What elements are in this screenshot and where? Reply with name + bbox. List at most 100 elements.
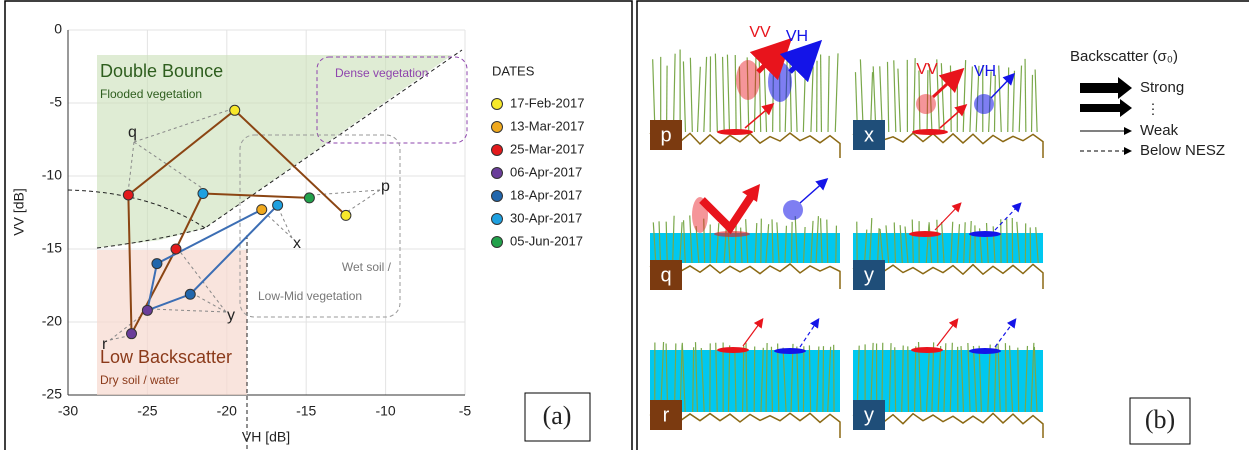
dense-vegetation-box	[316, 56, 468, 144]
data-point	[184, 288, 196, 300]
grass	[746, 57, 750, 133]
data-point	[256, 204, 268, 216]
legend-label: 06-Apr-2017	[510, 164, 582, 179]
grass	[967, 342, 971, 413]
ground	[649, 263, 841, 289]
grass	[886, 61, 890, 133]
grass	[771, 219, 774, 264]
panel-letter: y	[864, 404, 874, 426]
vv-label: VV	[749, 24, 771, 41]
scatter-arrow	[939, 104, 968, 129]
water	[853, 233, 1043, 263]
grass	[770, 346, 773, 413]
legend-marker	[491, 98, 503, 110]
grass	[949, 342, 953, 413]
grass	[794, 62, 798, 133]
panel-label-box	[1129, 397, 1191, 445]
grass	[682, 220, 686, 264]
grass	[913, 58, 916, 133]
scatter-arrow	[744, 103, 775, 129]
ground-ellipse	[717, 347, 749, 353]
grass	[1008, 345, 1014, 413]
panel-letter-box	[650, 400, 682, 430]
grass	[692, 347, 695, 413]
grass	[894, 347, 897, 413]
legend-label: Below NESZ	[1140, 142, 1225, 159]
grass	[754, 223, 758, 264]
grass	[928, 222, 933, 264]
grass	[1034, 69, 1038, 133]
double-bounce-arrowhead	[742, 184, 760, 202]
panel-letter: q	[660, 264, 671, 286]
grass	[815, 216, 820, 264]
x-axis-label: VH [dB]	[242, 429, 290, 445]
panel-label: (a)	[543, 401, 572, 430]
grass	[726, 54, 731, 133]
scatter-arrow	[742, 318, 764, 347]
grass	[879, 228, 884, 264]
grass	[714, 53, 718, 133]
panel-letter: r	[663, 404, 670, 426]
grass	[893, 222, 897, 264]
scatter-arrow	[994, 202, 1022, 231]
legend-label: 25-Mar-2017	[510, 141, 584, 156]
vh-ellipse	[768, 62, 792, 102]
grass	[885, 225, 890, 264]
grass	[700, 347, 705, 413]
grass	[822, 346, 825, 413]
grass	[665, 221, 668, 264]
grass	[940, 63, 945, 133]
grass	[1035, 227, 1039, 264]
grass	[1012, 70, 1016, 133]
legend-label: 05-Jun-2017	[510, 233, 583, 248]
grass	[1024, 345, 1029, 413]
grass	[968, 220, 972, 264]
region-sublabel: Flooded vegetation	[100, 87, 202, 101]
grass	[672, 215, 675, 264]
grass	[1007, 67, 1010, 133]
grass	[819, 218, 823, 264]
legend-label: Weak	[1140, 122, 1179, 139]
x-tick-label: -20	[217, 403, 237, 419]
annotation: q	[128, 124, 137, 141]
grass	[950, 221, 954, 264]
data-point	[141, 304, 153, 316]
grass	[899, 225, 903, 264]
region-label: Double Bounce	[100, 61, 223, 81]
grass	[819, 54, 823, 133]
grass	[937, 345, 942, 413]
annotation-leader	[109, 107, 381, 341]
grass	[1030, 342, 1035, 413]
grass	[782, 347, 787, 413]
region-label: Low-Mid vegetation	[258, 289, 362, 303]
grass	[969, 66, 973, 133]
legend-title: Backscatter (σ₀)	[1070, 48, 1178, 65]
panel-letter-box	[853, 120, 885, 150]
grass	[681, 342, 686, 413]
legend-label: 18-Apr-2017	[510, 187, 582, 202]
ground-ellipse	[969, 231, 1001, 237]
grass	[917, 342, 922, 413]
grass	[911, 219, 914, 264]
data-point	[126, 328, 138, 340]
x-tick-label: -10	[375, 403, 395, 419]
region-label: Wet soil /	[342, 260, 392, 274]
grass	[993, 345, 997, 413]
grass	[913, 346, 917, 413]
grass	[689, 57, 693, 133]
grass	[997, 343, 1001, 413]
x-tick-label: -15	[296, 403, 316, 419]
legend-marker	[491, 167, 503, 179]
scatter-arrow	[799, 178, 829, 204]
ground-ellipse	[969, 348, 1001, 354]
vv-ellipse	[736, 60, 760, 100]
grass	[943, 343, 947, 413]
scatter-arrow	[934, 202, 962, 231]
grass	[1024, 58, 1027, 133]
grass	[794, 216, 798, 264]
grass	[745, 342, 748, 413]
scatter-arrow	[799, 318, 820, 348]
grass	[1033, 346, 1038, 413]
grass	[790, 221, 793, 264]
grass	[1017, 347, 1020, 413]
